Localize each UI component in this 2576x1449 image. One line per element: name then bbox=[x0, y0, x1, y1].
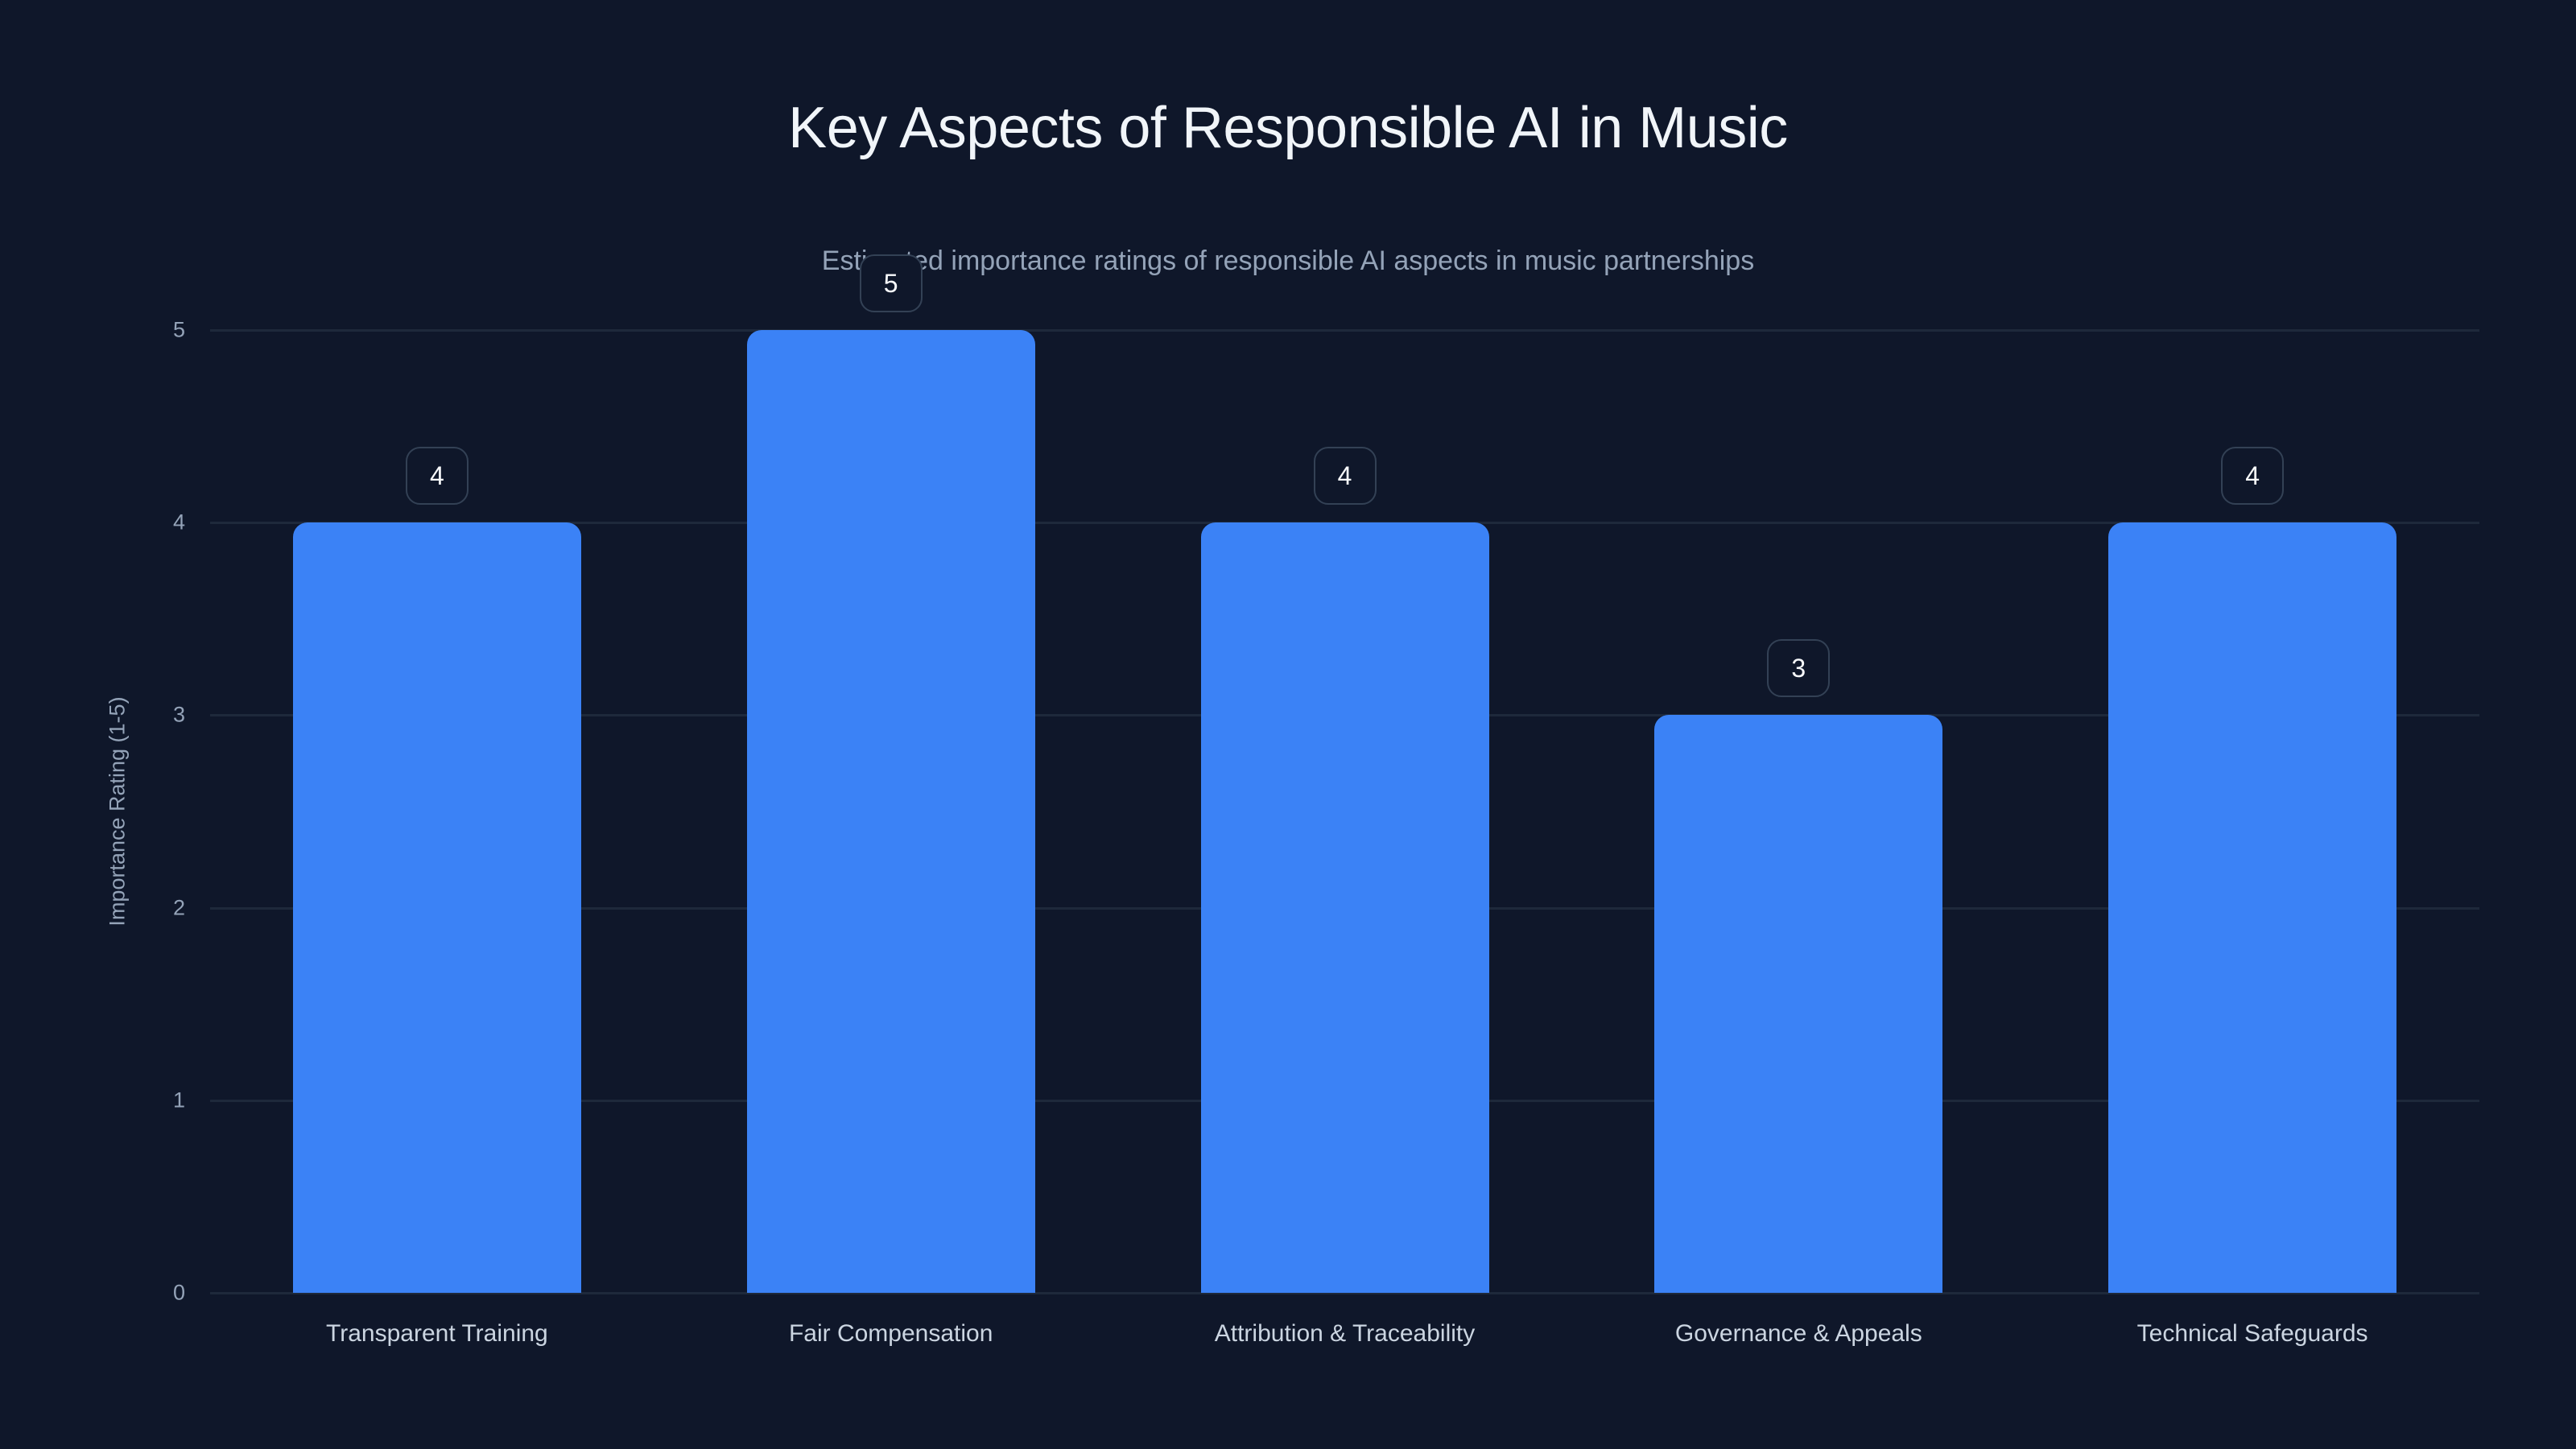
bar[interactable] bbox=[1654, 715, 1943, 1293]
gridline bbox=[210, 1292, 2479, 1294]
y-tick-label: 0 bbox=[172, 1280, 185, 1305]
x-tick-label: Governance & Appeals bbox=[1674, 1320, 1922, 1347]
data-label: 4 bbox=[2221, 447, 2285, 506]
bar[interactable] bbox=[292, 522, 581, 1293]
data-label: 4 bbox=[1313, 447, 1377, 506]
bar[interactable] bbox=[2108, 522, 2397, 1293]
x-tick-label: Attribution & Traceability bbox=[1214, 1320, 1476, 1347]
y-axis-label: Importance Rating (1-5) bbox=[105, 696, 130, 927]
bar[interactable] bbox=[1200, 522, 1489, 1293]
x-tick-label: Technical Safeguards bbox=[2136, 1320, 2368, 1347]
y-tick-label: 4 bbox=[172, 510, 185, 535]
y-tick-label: 1 bbox=[172, 1088, 185, 1113]
data-label: 5 bbox=[859, 254, 923, 312]
y-tick-label: 5 bbox=[172, 317, 185, 342]
chart-title: Key Aspects of Responsible AI in Music bbox=[788, 96, 1788, 160]
chart-subtitle: Estimated importance ratings of responsi… bbox=[821, 246, 1755, 276]
gridline bbox=[210, 329, 2479, 332]
data-label: 4 bbox=[405, 447, 469, 506]
x-tick-label: Transparent Training bbox=[326, 1320, 548, 1347]
data-label: 3 bbox=[1767, 639, 1831, 698]
bar[interactable] bbox=[746, 330, 1035, 1293]
x-tick-label: Fair Compensation bbox=[788, 1320, 993, 1347]
y-tick-label: 2 bbox=[172, 895, 185, 920]
y-tick-label: 3 bbox=[172, 702, 185, 727]
